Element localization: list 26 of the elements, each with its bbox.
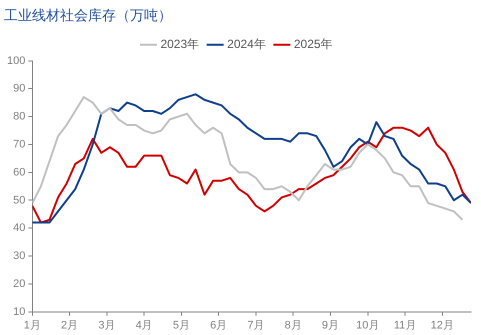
- x-tick-label: 5月: [172, 319, 190, 332]
- x-tick-label: 12月: [430, 319, 454, 332]
- y-tick-label: 80: [13, 110, 26, 123]
- x-tick-label: 10月: [356, 319, 380, 332]
- y-tick-label: 40: [13, 222, 26, 234]
- y-tick-label: 30: [13, 250, 26, 262]
- y-tick-label: 70: [13, 138, 26, 150]
- y-tick-label: 60: [13, 166, 26, 178]
- y-tick-label: 10: [13, 306, 26, 318]
- legend-label: 2024年: [227, 37, 266, 52]
- x-tick-label: 3月: [98, 319, 116, 332]
- y-tick-label: 90: [13, 82, 26, 95]
- y-tick-label: 100: [6, 54, 26, 67]
- x-tick-label: 9月: [322, 319, 340, 332]
- legend-label: 2023年: [160, 37, 200, 52]
- x-tick-label: 2月: [61, 319, 78, 332]
- x-tick-label: 6月: [210, 319, 228, 332]
- x-tick-label: 1月: [24, 319, 41, 332]
- x-tick-label: 4月: [136, 319, 153, 332]
- legend-label: 2025年: [294, 37, 333, 52]
- chart-title: 工业线材社会库存（万吨）: [4, 8, 172, 24]
- y-tick-label: 50: [13, 194, 26, 206]
- x-tick-label: 11月: [394, 319, 416, 332]
- x-tick-label: 7月: [247, 319, 265, 332]
- x-tick-label: 8月: [284, 319, 302, 332]
- y-tick-label: 20: [13, 278, 26, 290]
